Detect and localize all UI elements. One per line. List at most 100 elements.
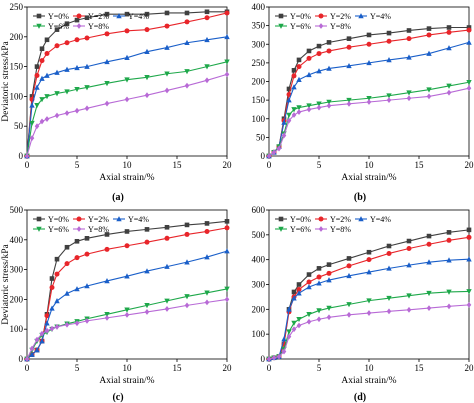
data-point [64,261,70,267]
legend-marker [318,23,324,29]
y-tick-label: 100 [10,324,24,334]
legend-label: Y=2% [330,215,351,224]
x-tick-label: 15 [415,160,425,170]
legend-marker [76,216,82,222]
data-point [291,73,297,79]
legend-label: Y=6% [290,22,311,31]
data-point [466,25,472,30]
data-point [184,19,190,25]
series-line [268,29,470,157]
data-point [446,237,452,243]
data-point [466,256,472,262]
data-point [326,262,332,267]
data-point [366,99,372,105]
data-point [84,236,90,241]
data-point [164,298,170,304]
data-point [406,238,412,244]
series-Y=8% [24,296,230,362]
data-point [271,149,277,156]
series-Y=8% [24,71,230,159]
data-point [184,259,190,265]
data-point [386,38,392,44]
data-point [446,89,452,96]
data-point [346,62,352,69]
data-point [386,93,392,99]
data-point [291,84,297,90]
legend: Y=0% Y=2% Y=4% Y=6% Y=8% [33,215,149,234]
data-point [184,10,190,16]
legend-label: Y=2% [88,12,109,21]
data-point [144,227,150,232]
data-point [224,71,230,78]
data-point [346,100,352,107]
panel-caption: (b) [354,192,366,203]
data-point [34,64,40,69]
data-point [326,270,332,276]
data-point [296,282,302,287]
legend-label: Y=4% [128,215,149,224]
data-point [366,41,372,47]
data-point [426,93,432,100]
data-point [291,112,297,118]
data-point [39,58,45,64]
y-tick-label: 150 [252,95,266,105]
data-point [306,103,312,109]
data-point [386,308,392,315]
data-point [306,318,312,325]
data-point [306,71,312,78]
data-point [346,311,352,318]
data-point [366,249,372,255]
data-point [224,219,230,224]
data-point [366,59,372,66]
data-point [346,256,352,261]
data-point [34,103,40,109]
series-line [26,250,228,360]
data-point [144,268,150,274]
data-point [29,102,35,108]
data-point [286,306,292,312]
data-point [84,105,90,112]
data-point [291,289,297,295]
data-point [104,80,110,87]
legend-label: Y=2% [330,12,351,21]
y-axis-label: Deviatoric stress/kPa [1,40,11,121]
data-point [296,105,302,111]
y-tick-label: 500 [10,205,24,215]
series-Y=6% [266,79,472,159]
data-point [144,239,150,245]
data-point [34,84,40,90]
data-point [84,317,90,324]
data-point [346,44,352,50]
x-axis-label: Axial strain/% [99,173,154,183]
data-point [446,29,452,35]
data-point [366,257,372,263]
data-point [276,145,282,152]
data-point [54,27,60,32]
data-point [366,95,372,102]
panel-caption: (a) [112,192,124,203]
data-point [316,266,322,271]
data-point [224,296,230,303]
data-point [39,46,45,52]
data-point [204,254,210,260]
data-point [64,40,70,46]
data-point [224,286,230,292]
data-point [74,107,80,114]
legend-marker [278,216,284,222]
data-point [406,293,412,299]
legend-label: Y=0% [48,215,69,224]
data-point [426,50,432,56]
data-point [466,27,472,33]
y-tick-label: 100 [252,329,266,339]
legend-marker [278,13,284,19]
panel-caption: (c) [112,392,123,403]
x-tick-label: 20 [223,160,233,170]
data-point [204,299,210,306]
data-point [466,289,472,295]
data-point [296,76,302,82]
data-point [144,48,150,54]
data-point [306,106,312,113]
data-point [74,17,80,23]
data-point [144,303,150,309]
